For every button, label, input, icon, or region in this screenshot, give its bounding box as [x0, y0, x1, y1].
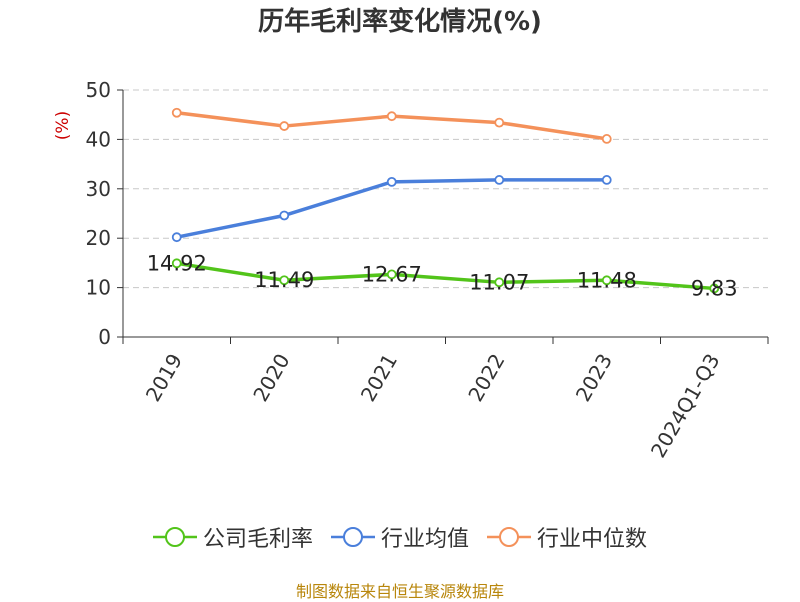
legend-marker-company [152, 527, 197, 547]
legend-item-industry-median[interactable]: 行业中位数 [487, 521, 647, 553]
y-tick-label: 20 [86, 226, 111, 250]
chart-title: 历年毛利率变化情况(%) [258, 7, 542, 37]
legend-marker-industry-median [487, 527, 531, 547]
data-label: 11.07 [469, 270, 529, 294]
data-point [171, 107, 182, 118]
data-point [494, 277, 505, 288]
data-label: 11.48 [577, 268, 637, 292]
data-point [171, 258, 182, 269]
x-tick-label: 2020 [248, 350, 294, 406]
legend-item-company[interactable]: 公司毛利率 [152, 521, 313, 553]
x-tick-label: 2023 [571, 350, 617, 406]
data-label: 12.67 [362, 262, 422, 286]
data-point [386, 269, 397, 280]
legend-label-industry-median: 行业中位数 [537, 527, 648, 552]
y-tick-label: 40 [86, 127, 111, 151]
data-point [494, 117, 505, 128]
data-point [279, 210, 290, 221]
legend-label-industry-avg: 行业均值 [380, 527, 469, 552]
x-tick-label: 2021 [356, 350, 402, 406]
x-tick-label: 2024Q1-Q3 [646, 350, 725, 462]
data-label: 11.49 [254, 268, 314, 292]
data-point [279, 275, 290, 286]
y-tick-label: 50 [86, 78, 111, 102]
data-source-note: 制图数据来自恒生聚源数据库 [295, 582, 504, 601]
series-line-0 [176, 261, 715, 291]
data-label: 14.92 [147, 251, 207, 275]
y-tick-label: 30 [86, 177, 111, 201]
data-point [279, 121, 290, 131]
series-line-1 [176, 178, 607, 239]
x-tick-label: 2022 [463, 350, 509, 406]
data-point [386, 176, 397, 187]
data-point [171, 232, 182, 243]
legend-item-industry-avg[interactable]: 行业均值 [330, 521, 469, 553]
data-point [601, 275, 612, 286]
y-tick-label: 0 [98, 325, 111, 349]
data-label: 9.83 [691, 276, 738, 300]
legend-label-company: 公司毛利率 [202, 527, 313, 552]
data-point [386, 111, 397, 122]
y-axis-label: (%) [53, 111, 73, 140]
x-tick-label: 2019 [141, 350, 187, 406]
data-point [494, 175, 505, 185]
legend-marker-industry-avg [330, 527, 375, 547]
data-point [601, 175, 612, 185]
chart-legend: 公司毛利率 行业均值 行业中位数 [0, 520, 800, 554]
data-point [709, 283, 720, 294]
data-point [601, 134, 612, 144]
y-tick-label: 10 [86, 276, 111, 300]
